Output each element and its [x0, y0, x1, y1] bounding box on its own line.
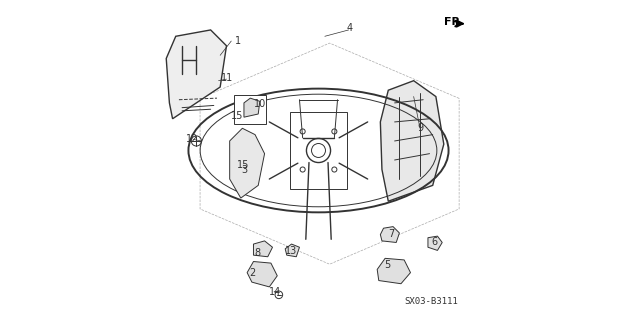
Text: 6: 6: [431, 237, 438, 247]
Text: 3: 3: [241, 164, 247, 174]
Polygon shape: [380, 81, 444, 201]
Text: 5: 5: [385, 260, 390, 270]
Text: 15: 15: [231, 111, 243, 121]
Text: 10: 10: [254, 99, 266, 109]
Polygon shape: [244, 98, 260, 117]
Text: 7: 7: [389, 228, 394, 239]
Text: 1: 1: [234, 36, 241, 46]
Polygon shape: [285, 244, 299, 257]
Text: 13: 13: [285, 246, 297, 256]
Text: 2: 2: [250, 268, 256, 278]
Polygon shape: [254, 241, 273, 257]
Text: 15: 15: [237, 160, 249, 170]
Text: 4: 4: [346, 23, 352, 33]
Polygon shape: [428, 236, 442, 251]
FancyArrowPatch shape: [457, 20, 463, 27]
Text: 12: 12: [187, 134, 199, 144]
Text: SX03-B3111: SX03-B3111: [404, 297, 458, 306]
Polygon shape: [230, 128, 264, 198]
Polygon shape: [166, 30, 227, 119]
Text: FR.: FR.: [444, 17, 464, 27]
Polygon shape: [247, 261, 277, 287]
Text: 8: 8: [255, 248, 261, 258]
Polygon shape: [377, 258, 410, 284]
Text: 14: 14: [269, 287, 281, 297]
FancyBboxPatch shape: [234, 95, 266, 124]
Polygon shape: [380, 227, 399, 243]
Text: 11: 11: [221, 73, 234, 83]
Text: 9: 9: [418, 123, 424, 133]
